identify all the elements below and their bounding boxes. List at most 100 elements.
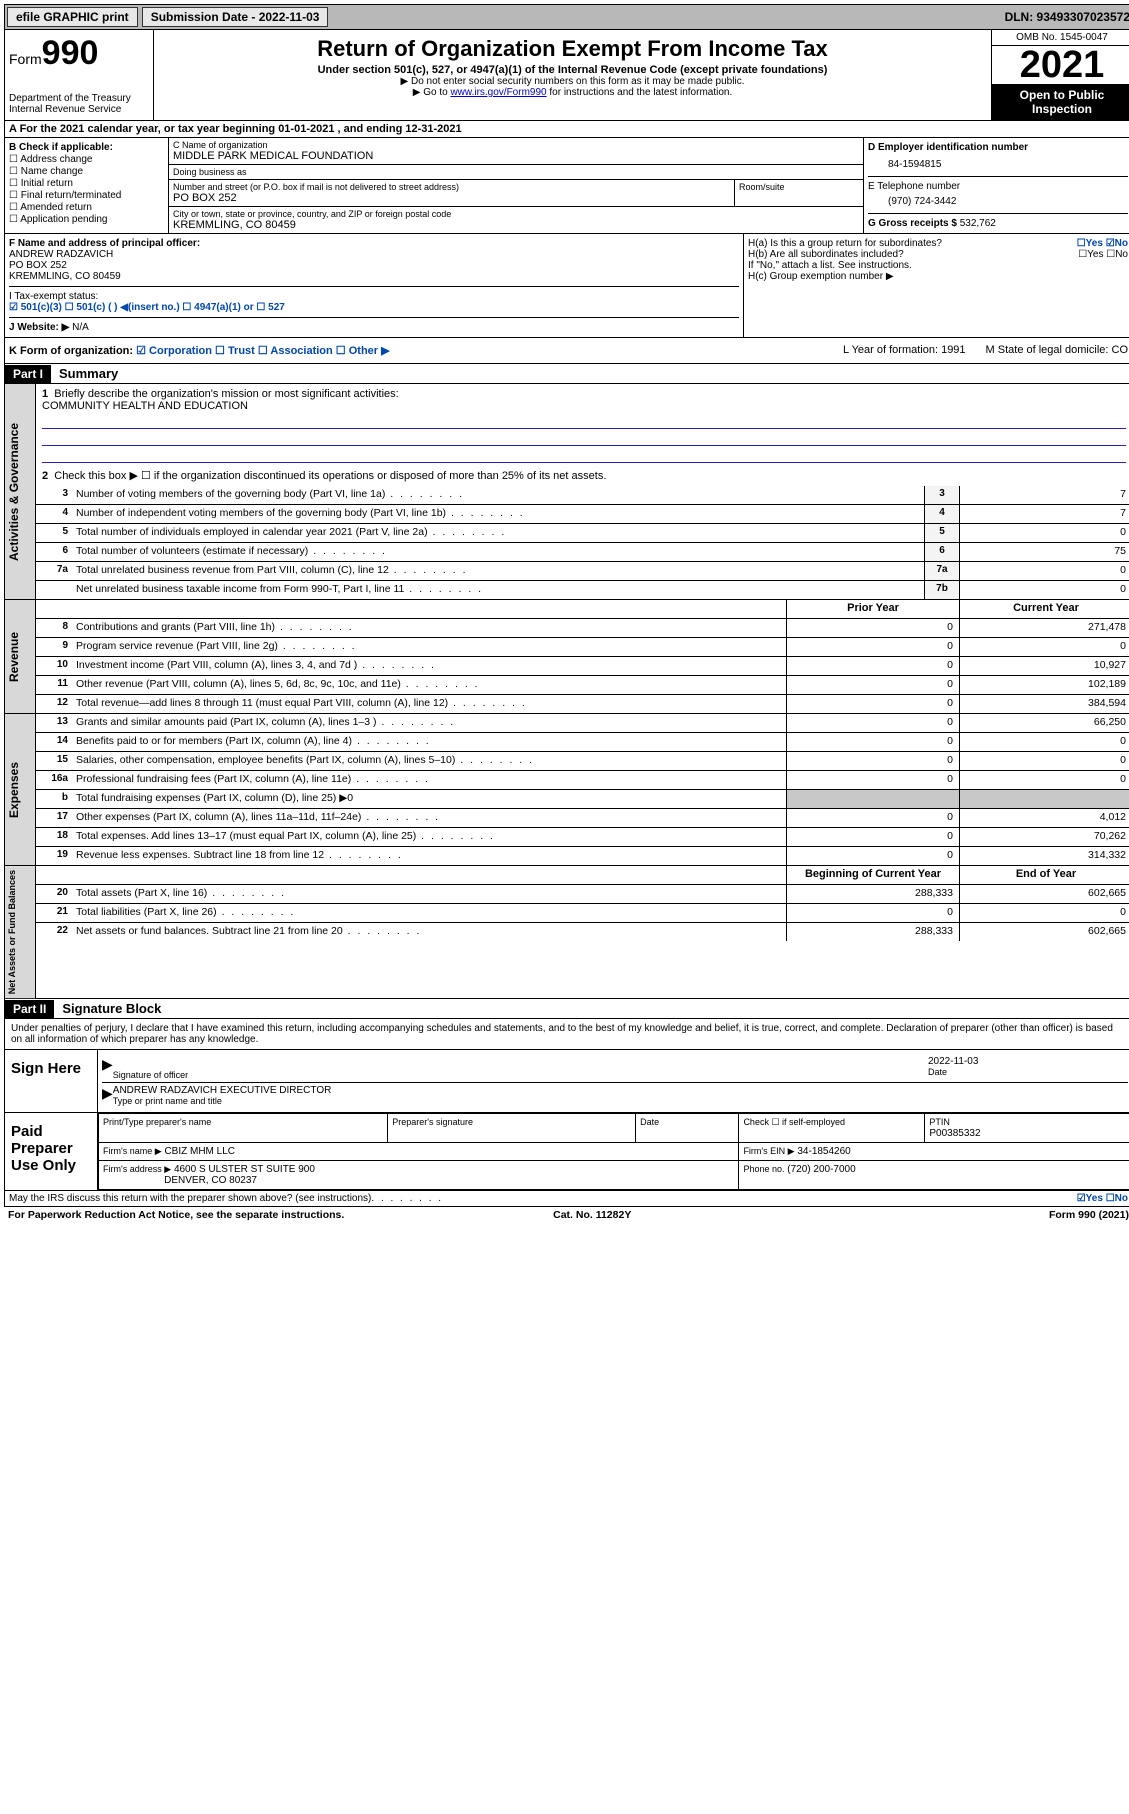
cb-final-return[interactable]: Final return/terminated (9, 190, 164, 201)
dept-label: Department of the Treasury (9, 93, 149, 104)
ha-answer[interactable]: ☐Yes ☑No (1077, 238, 1128, 249)
ssn-note: ▶ Do not enter social security numbers o… (158, 76, 987, 87)
sign-here-label: Sign Here (5, 1050, 98, 1112)
org-name: MIDDLE PARK MEDICAL FOUNDATION (173, 150, 859, 162)
addr-value: PO BOX 252 (173, 192, 730, 204)
inspection-badge: Open to Public Inspection (992, 84, 1129, 120)
website-label: J Website: ▶ (9, 322, 69, 333)
table-row: 11Other revenue (Part VIII, column (A), … (36, 676, 1129, 695)
part2-title: Signature Block (54, 999, 169, 1018)
addr-label: Number and street (or P.O. box if mail i… (173, 182, 730, 192)
col-c-org-info: C Name of organization MIDDLE PARK MEDIC… (169, 138, 864, 233)
tax-exempt-opts[interactable]: ☑ 501(c)(3) ☐ 501(c) ( ) ◀(insert no.) ☐… (9, 302, 285, 313)
end-year-header: End of Year (959, 866, 1129, 884)
part2-header-row: Part II Signature Block (4, 999, 1129, 1019)
table-row: bTotal fundraising expenses (Part IX, co… (36, 790, 1129, 809)
arrow-icon: ▶ (102, 1056, 113, 1080)
begin-year-header: Beginning of Current Year (786, 866, 959, 884)
sig-officer-label: Signature of officer (113, 1070, 928, 1080)
revenue-section: Revenue Prior Year Current Year 8Contrib… (4, 600, 1129, 714)
line1-text: Briefly describe the organization's miss… (54, 388, 398, 400)
officer-name: ANDREW RADZAVICH (9, 249, 739, 260)
table-row: 16aProfessional fundraising fees (Part I… (36, 771, 1129, 790)
table-row: 15Salaries, other compensation, employee… (36, 752, 1129, 771)
table-row: 9Program service revenue (Part VIII, lin… (36, 638, 1129, 657)
signature-section: Under penalties of perjury, I declare th… (4, 1019, 1129, 1191)
form-header: Form990 Department of the Treasury Inter… (4, 30, 1129, 121)
part1-badge: Part I (5, 365, 51, 383)
ha-question: H(a) Is this a group return for subordin… (748, 238, 1128, 249)
arrow-icon: ▶ (102, 1085, 113, 1106)
hb-answer[interactable]: ☐Yes ☐No (1078, 249, 1128, 260)
tel-label: E Telephone number (868, 181, 960, 192)
discuss-answer[interactable]: ☑Yes ☐No (1077, 1193, 1128, 1204)
table-row: 18Total expenses. Add lines 13–17 (must … (36, 828, 1129, 847)
section-bcd: B Check if applicable: Address change Na… (4, 138, 1129, 234)
table-row: 12Total revenue—add lines 8 through 11 (… (36, 695, 1129, 713)
city-value: KREMMLING, CO 80459 (173, 219, 859, 231)
org-name-label: C Name of organization (173, 140, 859, 150)
tel-value: (970) 724-3442 (888, 196, 1128, 207)
ein-value: 84-1594815 (888, 159, 1128, 170)
sig-date: 2022-11-03 (928, 1056, 1128, 1067)
hb-question: H(b) Are all subordinates included? ☐Yes… (748, 249, 1128, 260)
efile-button[interactable]: efile GRAPHIC print (7, 7, 138, 27)
table-row: 10Investment income (Part VIII, column (… (36, 657, 1129, 676)
irs-link[interactable]: www.irs.gov/Form990 (450, 87, 546, 98)
year-formation: L Year of formation: 1991 (843, 344, 966, 357)
table-row: Net unrelated business taxable income fr… (36, 581, 1129, 599)
expenses-section: Expenses 13Grants and similar amounts pa… (4, 714, 1129, 866)
type-name-label: Type or print name and title (113, 1096, 1128, 1106)
officer-printed-name: ANDREW RADZAVICH EXECUTIVE DIRECTOR (113, 1085, 1128, 1096)
hb-note: If "No," attach a list. See instructions… (748, 260, 1128, 271)
gross-label: G Gross receipts $ (868, 218, 957, 229)
cb-name-change[interactable]: Name change (9, 166, 164, 177)
ein-label: D Employer identification number (868, 142, 1028, 153)
part2-badge: Part II (5, 1000, 54, 1018)
preparer-table: Print/Type preparer's name Preparer's si… (98, 1113, 1129, 1190)
form-org-label: K Form of organization: (9, 345, 133, 357)
tax-year: 2021 (992, 46, 1129, 84)
tax-exempt-label: I Tax-exempt status: (9, 291, 98, 302)
dln-label: DLN: 93493307023572 (1005, 10, 1129, 24)
dba-label: Doing business as (173, 167, 859, 177)
form-ref: Form 990 (2021) (1049, 1209, 1129, 1221)
table-row: 8Contributions and grants (Part VIII, li… (36, 619, 1129, 638)
city-label: City or town, state or province, country… (173, 209, 859, 219)
goto-note: ▶ Go to www.irs.gov/Form990 for instruct… (158, 87, 987, 98)
part1-header-row: Part I Summary (4, 364, 1129, 384)
table-row: 7aTotal unrelated business revenue from … (36, 562, 1129, 581)
cb-amended[interactable]: Amended return (9, 202, 164, 213)
officer-addr1: PO BOX 252 (9, 260, 739, 271)
submission-date-button[interactable]: Submission Date - 2022-11-03 (142, 7, 329, 27)
cb-initial-return[interactable]: Initial return (9, 178, 164, 189)
declaration-text: Under penalties of perjury, I declare th… (5, 1019, 1129, 1049)
cb-address-change[interactable]: Address change (9, 154, 164, 165)
hc-question: H(c) Group exemption number ▶ (748, 271, 1128, 282)
form-subtitle: Under section 501(c), 527, or 4947(a)(1)… (158, 64, 987, 76)
part1-body: Activities & Governance 1 Briefly descri… (4, 384, 1129, 600)
vtab-activities: Activities & Governance (5, 384, 36, 599)
table-row: 14Benefits paid to or for members (Part … (36, 733, 1129, 752)
section-fih: F Name and address of principal officer:… (4, 234, 1129, 338)
table-row: 22Net assets or fund balances. Subtract … (36, 923, 1129, 941)
row-k: K Form of organization: ☑ Corporation ☐ … (4, 338, 1129, 364)
form-number: Form990 (9, 34, 149, 73)
room-suite-label: Room/suite (735, 180, 863, 206)
table-row: 13Grants and similar amounts paid (Part … (36, 714, 1129, 733)
irs-label: Internal Revenue Service (9, 104, 149, 115)
vtab-revenue: Revenue (5, 600, 36, 713)
form-org-opts[interactable]: ☑ Corporation ☐ Trust ☐ Association ☐ Ot… (136, 345, 389, 357)
col-d-ein: D Employer identification number 84-1594… (864, 138, 1129, 233)
table-row: 4Number of independent voting members of… (36, 505, 1129, 524)
mission-text: COMMUNITY HEALTH AND EDUCATION (42, 400, 1126, 412)
table-row: 17Other expenses (Part IX, column (A), l… (36, 809, 1129, 828)
pra-notice: For Paperwork Reduction Act Notice, see … (8, 1209, 344, 1221)
table-row: 3Number of voting members of the governi… (36, 486, 1129, 505)
cb-pending[interactable]: Application pending (9, 214, 164, 225)
line2-text: Check this box ▶ ☐ if the organization d… (54, 470, 606, 482)
gross-value: 532,762 (960, 218, 996, 229)
vtab-expenses: Expenses (5, 714, 36, 865)
state-domicile: M State of legal domicile: CO (986, 344, 1128, 357)
website-value: N/A (72, 322, 89, 333)
